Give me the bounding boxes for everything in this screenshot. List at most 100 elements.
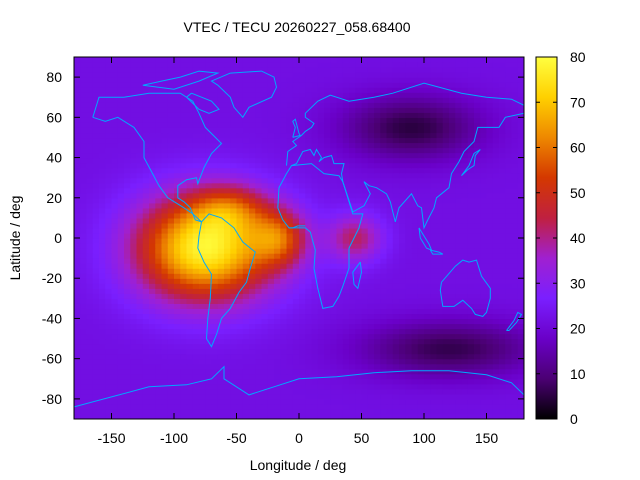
heatmap-cell bbox=[330, 378, 338, 385]
heatmap-cell bbox=[192, 368, 200, 375]
heatmap-cell bbox=[411, 187, 419, 194]
heatmap-cell bbox=[161, 368, 169, 375]
heatmap-cell bbox=[449, 238, 456, 244]
heatmap-cell bbox=[117, 127, 125, 134]
heatmap-cell bbox=[430, 308, 438, 315]
heatmap-cell bbox=[355, 227, 363, 234]
heatmap-cell bbox=[380, 388, 388, 395]
heatmap-cell bbox=[149, 303, 156, 309]
heatmap-cell bbox=[267, 318, 275, 325]
heatmap-cell bbox=[411, 167, 419, 174]
heatmap-cell bbox=[492, 328, 500, 335]
heatmap-cell bbox=[92, 348, 100, 355]
heatmap-cell bbox=[124, 343, 131, 350]
heatmap-cell bbox=[355, 303, 363, 309]
heatmap-cell bbox=[261, 197, 269, 204]
heatmap-cell bbox=[367, 72, 375, 78]
heatmap-cell bbox=[242, 147, 250, 154]
heatmap-cell bbox=[424, 403, 431, 410]
heatmap-cell bbox=[167, 77, 175, 83]
heatmap-cell bbox=[449, 288, 456, 294]
heatmap-cell bbox=[399, 167, 406, 174]
heatmap-cell bbox=[155, 172, 163, 179]
heatmap-cell bbox=[311, 182, 319, 189]
heatmap-cell bbox=[211, 67, 219, 73]
heatmap-cell bbox=[374, 162, 381, 169]
heatmap-cell bbox=[211, 112, 219, 118]
heatmap-cell bbox=[74, 137, 81, 144]
heatmap-cell bbox=[324, 403, 331, 410]
heatmap-cell bbox=[386, 107, 394, 113]
heatmap-cell bbox=[230, 172, 238, 179]
heatmap-cell bbox=[430, 363, 438, 370]
heatmap-cell bbox=[242, 112, 250, 118]
heatmap-cell bbox=[199, 413, 206, 419]
heatmap-cell bbox=[192, 182, 200, 189]
heatmap-cell bbox=[399, 202, 406, 209]
heatmap-cell bbox=[517, 102, 524, 108]
heatmap-cell bbox=[249, 142, 256, 149]
heatmap-cell bbox=[292, 273, 300, 279]
heatmap-cell bbox=[361, 278, 369, 284]
heatmap-cell bbox=[267, 147, 275, 154]
heatmap-cell bbox=[505, 398, 513, 405]
heatmap-cell bbox=[342, 207, 350, 214]
heatmap-cell bbox=[192, 253, 200, 259]
heatmap-cell bbox=[486, 227, 494, 234]
heatmap-cell bbox=[424, 87, 431, 93]
heatmap-cell bbox=[474, 353, 481, 360]
heatmap-cell bbox=[230, 142, 238, 149]
heatmap-cell bbox=[161, 207, 169, 214]
heatmap-cell bbox=[211, 97, 219, 103]
heatmap-cell bbox=[136, 97, 144, 103]
heatmap-cell bbox=[186, 403, 194, 410]
heatmap-cell bbox=[167, 142, 175, 149]
heatmap-cell bbox=[255, 197, 263, 204]
heatmap-cell bbox=[86, 243, 94, 249]
heatmap-cell bbox=[461, 263, 469, 269]
heatmap-cell bbox=[117, 348, 125, 355]
heatmap-cell bbox=[486, 393, 494, 400]
heatmap-cell bbox=[361, 222, 369, 229]
heatmap-cell bbox=[455, 298, 463, 304]
heatmap-cell bbox=[99, 202, 106, 209]
heatmap-cell bbox=[380, 298, 388, 304]
heatmap-cell bbox=[405, 253, 413, 259]
heatmap-cell bbox=[180, 393, 188, 400]
heatmap-cell bbox=[380, 313, 388, 320]
heatmap-cell bbox=[342, 227, 350, 234]
heatmap-cell bbox=[86, 212, 94, 219]
heatmap-cell bbox=[249, 217, 256, 224]
heatmap-cell bbox=[405, 227, 413, 234]
heatmap-cell bbox=[142, 328, 150, 335]
heatmap-cell bbox=[174, 157, 181, 164]
heatmap-cell bbox=[211, 328, 219, 335]
heatmap-cell bbox=[411, 388, 419, 395]
heatmap-cell bbox=[99, 217, 106, 224]
heatmap-cell bbox=[505, 172, 513, 179]
heatmap-cell bbox=[449, 192, 456, 199]
heatmap-cell bbox=[505, 253, 513, 259]
heatmap-cell bbox=[180, 408, 188, 415]
heatmap-cell bbox=[349, 122, 356, 128]
heatmap-cell bbox=[499, 172, 506, 179]
heatmap-cell bbox=[436, 318, 444, 325]
heatmap-cell bbox=[392, 263, 400, 269]
heatmap-cell bbox=[117, 313, 125, 320]
heatmap-cell bbox=[324, 413, 331, 419]
heatmap-cell bbox=[286, 172, 294, 179]
heatmap-cell bbox=[424, 388, 431, 395]
heatmap-cell bbox=[230, 97, 238, 103]
heatmap-cell bbox=[261, 328, 269, 335]
heatmap-cell bbox=[411, 177, 419, 184]
heatmap-cell bbox=[511, 298, 519, 304]
heatmap-cell bbox=[286, 102, 294, 108]
heatmap-cell bbox=[417, 313, 425, 320]
heatmap-cell bbox=[261, 207, 269, 214]
heatmap-cell bbox=[211, 248, 219, 254]
heatmap-cell bbox=[386, 358, 394, 365]
heatmap-cell bbox=[124, 132, 131, 139]
heatmap-cell bbox=[80, 358, 88, 365]
heatmap-cell bbox=[324, 253, 331, 259]
heatmap-cell bbox=[317, 288, 325, 294]
